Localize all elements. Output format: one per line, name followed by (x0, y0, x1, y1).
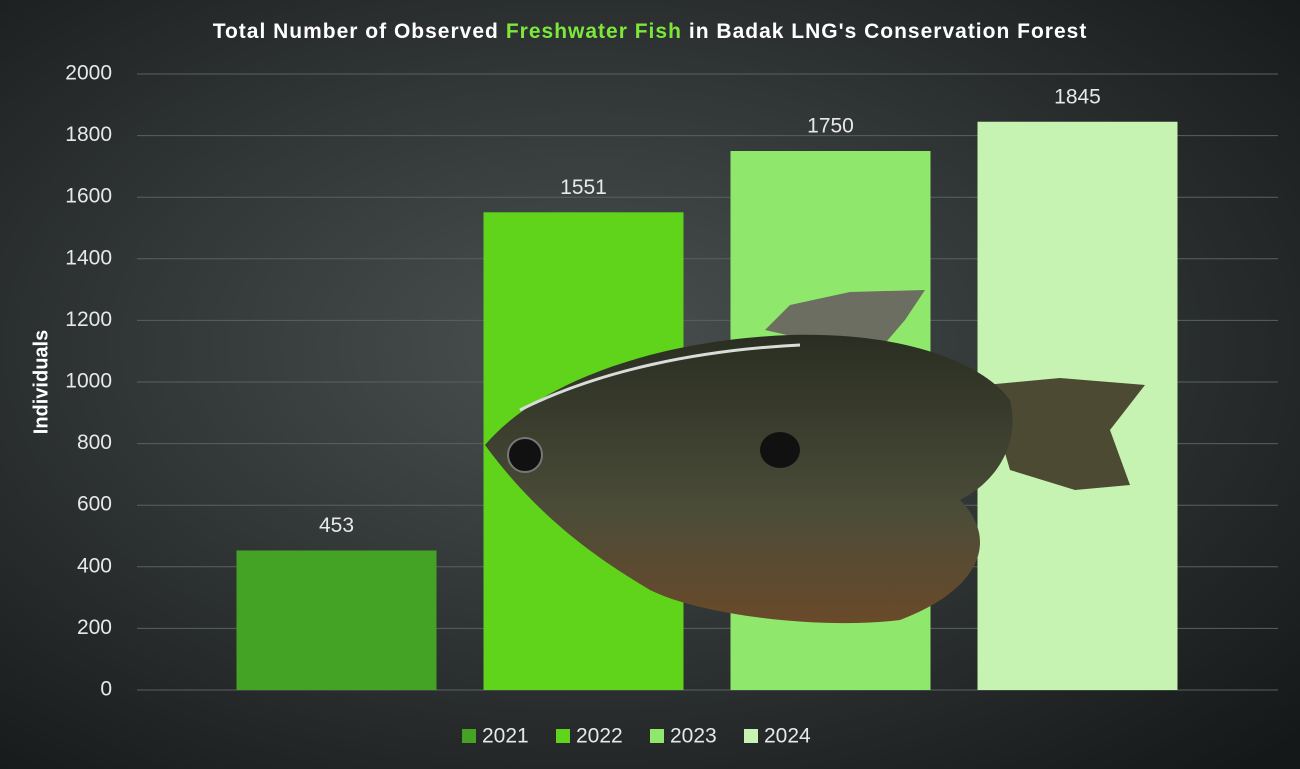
data-label: 1750 (807, 115, 854, 138)
fish-tail (985, 378, 1145, 490)
y-tick-label: 1600 (65, 185, 112, 208)
fish-spot (760, 432, 800, 468)
legend-swatch (556, 729, 570, 743)
title-part: Total Number of Observed (213, 20, 499, 43)
bar (236, 550, 437, 690)
y-tick-label: 1000 (65, 370, 112, 393)
fish-stripe (519, 343, 801, 412)
legend-label: 2023 (670, 725, 717, 748)
legend-swatch (462, 729, 476, 743)
y-tick-label: 400 (77, 554, 112, 577)
legend-label: 2021 (482, 725, 529, 748)
legend-label: 2022 (576, 725, 623, 748)
fish-body (485, 334, 1013, 624)
y-tick-label: 1400 (65, 246, 112, 269)
y-tick-label: 0 (100, 678, 112, 701)
fish-eye (507, 437, 543, 473)
legend-swatch (744, 729, 758, 743)
chart-title: Total Number of Observed Freshwater Fish i… (213, 20, 1088, 43)
legend-label: 2024 (764, 725, 811, 748)
title-part: in Badak LNG's Conservation Forest (689, 20, 1087, 43)
legend: 2021 2022 2023 2024 (462, 725, 811, 748)
y-tick-label: 1200 (65, 308, 112, 331)
y-tick-label: 200 (77, 616, 112, 639)
data-label: 453 (319, 514, 354, 537)
y-tick-label: 1800 (65, 123, 112, 146)
legend-swatch (650, 729, 664, 743)
y-tick-label: 600 (77, 493, 112, 516)
title-highlight: Freshwater Fish (506, 20, 682, 43)
data-label: 1551 (560, 176, 607, 199)
y-tick-label: 800 (77, 431, 112, 454)
y-tick-label: 2000 (65, 62, 112, 85)
y-axis-label: Individuals (30, 330, 52, 434)
fish-illustration (485, 290, 1145, 624)
data-label: 1845 (1054, 85, 1101, 108)
